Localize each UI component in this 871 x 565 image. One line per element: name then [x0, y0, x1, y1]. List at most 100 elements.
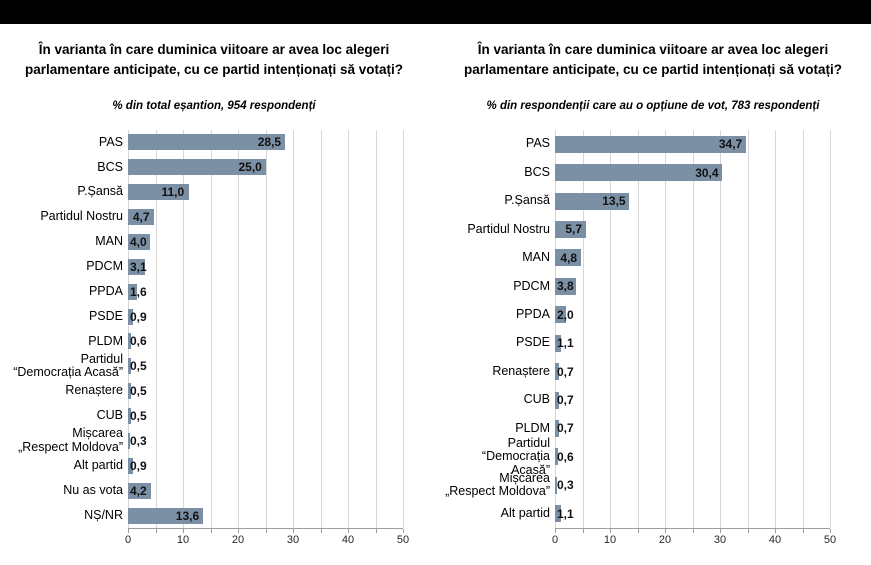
category-label: CUB: [96, 408, 123, 423]
gridline: [155, 130, 157, 528]
chart-row: PSDE 1,1: [516, 329, 830, 357]
gridline: [128, 130, 129, 528]
gridline: [830, 130, 831, 528]
x-axis: 0 10 20 30 40 50: [125, 528, 409, 548]
bar-value-label: 0,9: [130, 309, 147, 324]
chart-row: PSDE 0,9: [89, 304, 403, 329]
category-label: PAS: [98, 134, 123, 149]
category-label: PPDA: [88, 283, 123, 298]
gridline: [747, 130, 749, 528]
bar: [555, 220, 587, 238]
category-label: Mișcarea „Respect Moldova”: [18, 426, 123, 454]
bar: [555, 505, 562, 523]
x-tick: [265, 529, 267, 533]
bar: [555, 476, 557, 494]
bar: [555, 419, 559, 437]
gridline: [210, 130, 212, 528]
category-label: MAN: [95, 234, 123, 249]
category-label: Renaștere: [492, 363, 550, 378]
chart-with-vote-option: În varianta în care duminica viitoare ar…: [443, 0, 863, 565]
bar: [128, 482, 152, 499]
category-label: PAS: [525, 136, 550, 151]
bar: [555, 334, 562, 352]
chart-row: Alt partid 1,1: [501, 500, 830, 528]
x-tick: [403, 529, 404, 533]
bar-value-label: 4,8: [560, 250, 578, 265]
bar-value-label: 1,6: [130, 284, 147, 299]
bar-value-label: 0,7: [557, 393, 574, 408]
bar-value-label: 13,5: [602, 194, 626, 209]
x-tick: [183, 529, 184, 533]
x-tick: [320, 529, 322, 533]
chart-title: În varianta în care duminica viitoare ar…: [8, 40, 420, 80]
bar: [555, 306, 566, 324]
x-tick: [720, 529, 721, 533]
bar-value-label: 0,3: [130, 433, 147, 448]
bar: [128, 383, 131, 400]
chart-subtitle: % din respondenții care au o opțiune de …: [486, 100, 820, 112]
category-label: Partidul “Democrația Acasă”: [13, 351, 123, 380]
x-tick: [775, 529, 776, 533]
gridline: [692, 130, 694, 528]
gridline: [403, 130, 404, 528]
chart-row: P.Șansă 11,0: [77, 180, 403, 205]
bar-value-label: 5,7: [565, 222, 583, 237]
x-tick-label: 0: [551, 534, 559, 546]
category-label: BCS: [97, 159, 123, 174]
chart-row: BCS 25,0: [97, 155, 403, 180]
bar: [555, 391, 559, 409]
x-tick-label: 50: [396, 534, 410, 546]
bar-value-label: 4,0: [130, 234, 147, 249]
bar: [128, 507, 203, 524]
chart-row: P.Șansă 13,5: [504, 187, 830, 215]
category-label: PSDE: [515, 335, 550, 350]
x-tick: [692, 529, 694, 533]
bar-value-label: 0,7: [557, 421, 574, 436]
plot-area: PAS 34,7 BCS 30,4 P.Șansă 13,5 Partidul Nostru…: [443, 130, 863, 546]
x-tick-label: 40: [768, 534, 782, 546]
chart-row: BCS 30,4: [524, 158, 830, 186]
category-label: Renaștere: [65, 383, 123, 398]
bar: [128, 358, 131, 375]
chart-row: Partidul Nostru 4,7: [40, 205, 403, 230]
bar-value-label: 3,8: [557, 279, 574, 294]
category-label: P.Șansă: [77, 184, 123, 199]
bar-value-label: 0,3: [557, 478, 574, 493]
x-tick-label: 30: [286, 534, 300, 546]
gridline: [802, 130, 804, 528]
category-label: Alt partid: [73, 458, 123, 473]
gridline: [610, 130, 611, 528]
chart-row: Mișcarea „Respect Moldova” 0,3: [18, 427, 403, 454]
x-tick: [155, 529, 157, 533]
bar-value-label: 3,1: [130, 259, 147, 274]
x-tick: [293, 529, 294, 533]
x-tick: [802, 529, 804, 533]
bar-value-label: 0,5: [130, 359, 147, 374]
chart-title-line2: parlamentare anticipate, cu ce partid in…: [24, 62, 404, 77]
chart-row: CUB 0,5: [97, 404, 403, 429]
bar: [128, 408, 131, 425]
bar: [555, 192, 630, 210]
gridline: [555, 130, 556, 528]
bar: [128, 134, 285, 151]
bar-value-label: 28,5: [257, 135, 282, 150]
gridline: [637, 130, 639, 528]
x-tick-label: 20: [658, 534, 672, 546]
x-tick-label: 40: [341, 534, 355, 546]
bar: [128, 457, 133, 474]
bar: [128, 333, 132, 350]
gridline: [665, 130, 666, 528]
bar: [128, 283, 137, 300]
category-label: PDCM: [86, 259, 123, 274]
category-label: Alt partid: [500, 506, 550, 521]
bar-value-label: 1,1: [557, 336, 574, 351]
bar-value-label: 0,6: [557, 449, 574, 464]
x-tick-label: 50: [823, 534, 837, 546]
gridline: [775, 130, 776, 528]
x-tick: [665, 529, 666, 533]
x-tick-label: 10: [603, 534, 617, 546]
category-label: PSDE: [88, 308, 123, 323]
chart-row: PDCM 3,8: [513, 272, 830, 300]
chart-row: Partidul Nostru 5,7: [467, 215, 830, 243]
bar: [555, 363, 559, 381]
